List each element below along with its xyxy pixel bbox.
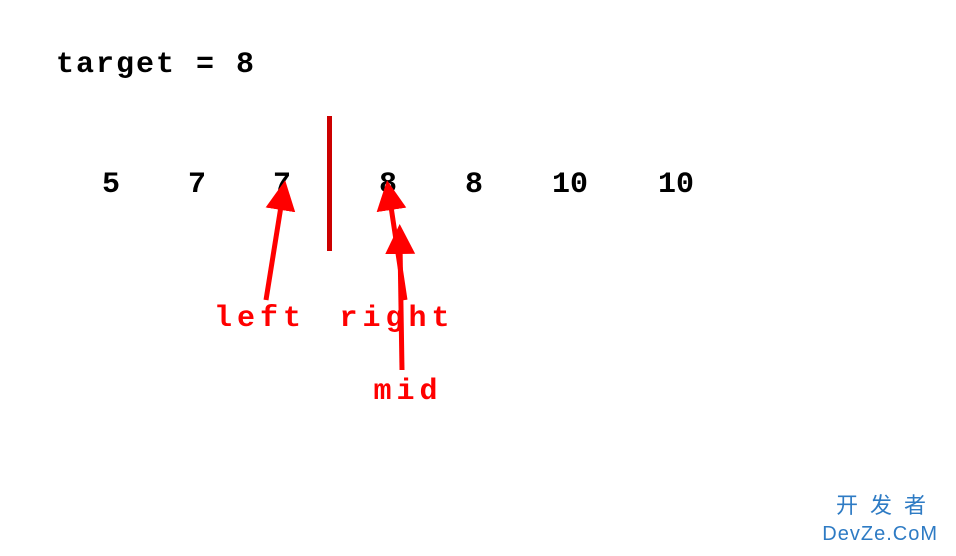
array-item-5: 10 xyxy=(552,168,588,202)
right-arrow xyxy=(0,0,956,556)
array-item-4: 8 xyxy=(465,168,483,202)
target-expression: target = 8 xyxy=(56,48,256,82)
array-item-3: 8 xyxy=(379,168,397,202)
left-arrow xyxy=(0,0,956,556)
array-item-0: 5 xyxy=(102,168,120,202)
watermark-en: DevZe.CoM xyxy=(822,523,938,546)
array-item-1: 7 xyxy=(188,168,206,202)
mid-pointer-label: mid xyxy=(373,375,442,409)
array-item-2: 7 xyxy=(273,168,291,202)
watermark-cn: 开发者 xyxy=(836,488,938,520)
mid-arrow xyxy=(0,0,956,556)
partition-divider xyxy=(327,116,332,251)
array-item-6: 10 xyxy=(658,168,694,202)
right-pointer-label: right xyxy=(339,302,454,336)
left-pointer-label: left xyxy=(214,302,306,336)
